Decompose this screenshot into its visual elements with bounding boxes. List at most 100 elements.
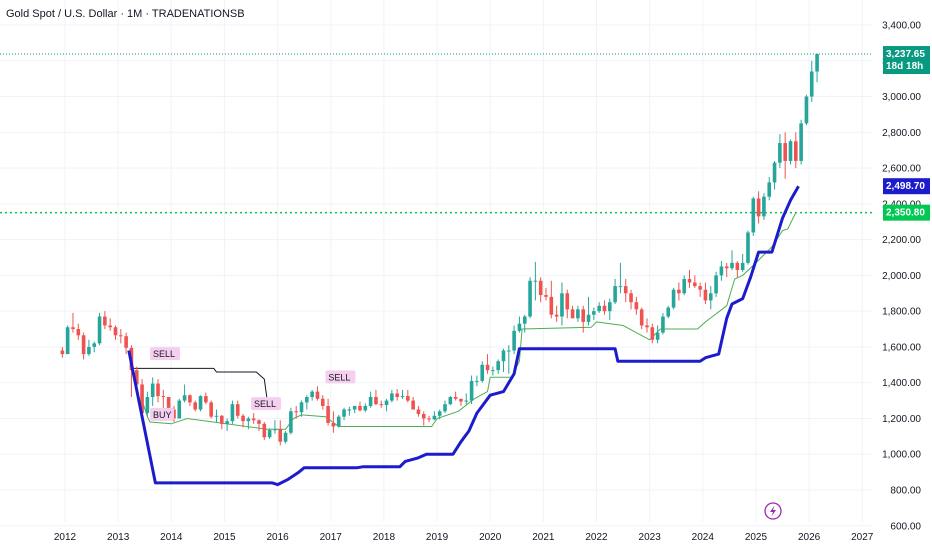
candle[interactable]	[156, 379, 160, 403]
candle[interactable]	[607, 298, 612, 321]
candle[interactable]	[475, 375, 479, 387]
candle[interactable]	[459, 398, 463, 406]
candle[interactable]	[305, 395, 309, 410]
candle[interactable]	[87, 339, 91, 356]
candle[interactable]	[740, 253, 745, 272]
price-axis[interactable]: 3,400.003,200.003,000.002,800.002,600.00…	[882, 21, 921, 533]
candle[interactable]	[182, 384, 187, 403]
candle[interactable]	[278, 420, 283, 446]
candle[interactable]	[161, 389, 166, 410]
candle[interactable]	[746, 230, 750, 265]
candle[interactable]	[677, 282, 681, 301]
candle[interactable]	[251, 413, 256, 424]
candle[interactable]	[119, 329, 123, 344]
candle[interactable]	[214, 409, 219, 423]
candle[interactable]	[209, 400, 213, 419]
candle[interactable]	[368, 391, 373, 408]
candle[interactable]	[671, 287, 676, 310]
candle[interactable]	[783, 132, 787, 179]
candle[interactable]	[634, 296, 639, 315]
candle[interactable]	[92, 341, 97, 353]
candle[interactable]	[650, 323, 655, 344]
candle[interactable]	[331, 411, 336, 433]
candle[interactable]	[570, 305, 575, 319]
candle[interactable]	[565, 289, 570, 319]
candle[interactable]	[485, 354, 490, 374]
candle[interactable]	[496, 359, 500, 374]
candle[interactable]	[714, 271, 718, 297]
icon-layer[interactable]	[764, 502, 782, 520]
candle[interactable]	[708, 286, 713, 310]
candle[interactable]	[724, 262, 729, 278]
candle[interactable]	[794, 132, 798, 169]
candle[interactable]	[767, 177, 772, 201]
candle[interactable]	[352, 405, 357, 414]
candle[interactable]	[751, 196, 756, 237]
candle[interactable]	[347, 406, 352, 416]
candle[interactable]	[735, 261, 740, 278]
candle[interactable]	[432, 411, 437, 421]
candle[interactable]	[81, 332, 86, 360]
candle[interactable]	[804, 94, 809, 126]
candle[interactable]	[315, 386, 320, 401]
candle[interactable]	[241, 413, 245, 428]
candle[interactable]	[698, 282, 702, 297]
candle[interactable]	[560, 282, 564, 326]
candle[interactable]	[421, 411, 426, 426]
candle[interactable]	[613, 278, 617, 305]
candle[interactable]	[469, 375, 474, 405]
candles[interactable]	[60, 53, 819, 446]
candle[interactable]	[384, 398, 389, 412]
candle[interactable]	[682, 275, 686, 296]
candle[interactable]	[145, 391, 150, 417]
candle[interactable]	[76, 323, 81, 340]
candle[interactable]	[533, 261, 538, 301]
candle[interactable]	[639, 307, 644, 330]
candle[interactable]	[544, 287, 548, 301]
candle[interactable]	[294, 405, 299, 419]
candle[interactable]	[480, 361, 485, 383]
candle[interactable]	[299, 400, 304, 417]
candle[interactable]	[522, 314, 527, 333]
candle[interactable]	[379, 400, 384, 408]
candle[interactable]	[592, 307, 596, 321]
candle[interactable]	[193, 400, 198, 412]
candle[interactable]	[219, 414, 224, 430]
candle[interactable]	[124, 332, 128, 355]
candle[interactable]	[788, 139, 793, 165]
candle[interactable]	[406, 389, 410, 403]
candle[interactable]	[395, 388, 399, 401]
candle[interactable]	[230, 400, 235, 424]
candle[interactable]	[443, 400, 447, 414]
candle[interactable]	[623, 278, 628, 303]
candle[interactable]	[336, 414, 341, 428]
candle[interactable]	[772, 160, 777, 190]
candle[interactable]	[65, 325, 70, 355]
candle[interactable]	[528, 277, 532, 319]
candle[interactable]	[453, 391, 458, 401]
candle[interactable]	[177, 398, 182, 419]
candle[interactable]	[576, 305, 580, 322]
candle[interactable]	[549, 280, 554, 319]
candle[interactable]	[448, 396, 453, 406]
candle[interactable]	[103, 311, 107, 330]
candle[interactable]	[507, 345, 511, 374]
candle[interactable]	[60, 346, 65, 358]
candle[interactable]	[762, 193, 766, 220]
candle[interactable]	[815, 53, 819, 83]
candle[interactable]	[629, 289, 633, 310]
candle[interactable]	[235, 400, 240, 419]
candle[interactable]	[501, 348, 506, 372]
candle[interactable]	[71, 312, 75, 333]
candle[interactable]	[756, 191, 761, 224]
candle[interactable]	[655, 325, 660, 344]
candle[interactable]	[554, 305, 559, 322]
candle[interactable]	[778, 134, 782, 169]
candle[interactable]	[150, 377, 155, 406]
candle[interactable]	[730, 250, 734, 271]
candle[interactable]	[326, 398, 330, 426]
candle[interactable]	[512, 325, 516, 355]
candle[interactable]	[799, 119, 803, 165]
